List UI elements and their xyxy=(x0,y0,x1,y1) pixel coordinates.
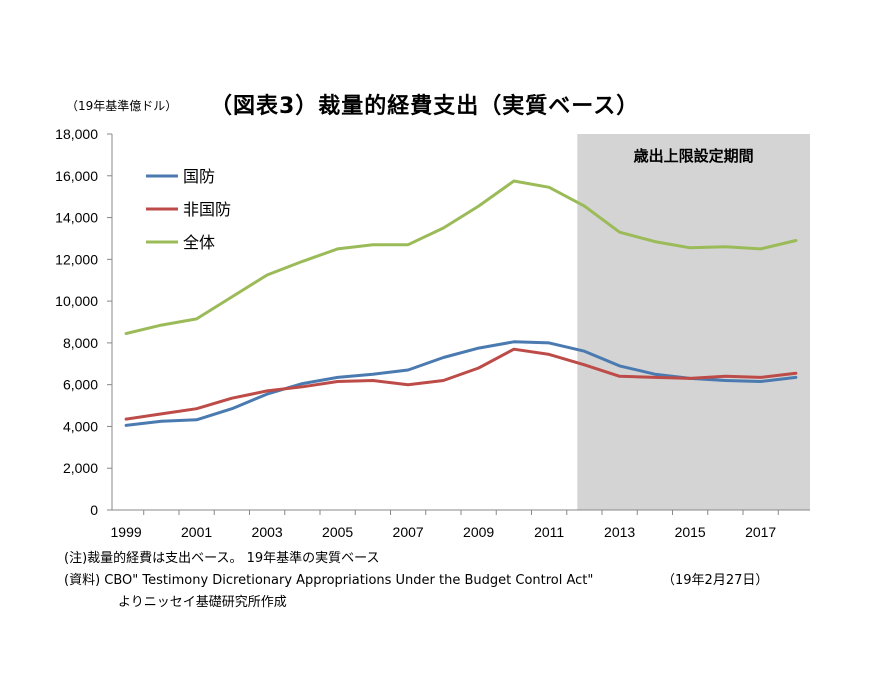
y-tick-label: 12,000 xyxy=(55,251,98,267)
chart-title: （図表3）裁量的経費支出（実質ベース） xyxy=(210,94,640,119)
x-tick-label: 2003 xyxy=(252,524,283,540)
x-tick-label: 2007 xyxy=(393,524,424,540)
source-text: (資料) CBO" Testimony Dicretionary Appropr… xyxy=(64,573,594,588)
shaded-region-label: 歳出上限設定期間 xyxy=(634,147,754,165)
source-line: (資料) CBO" Testimony Dicretionary Appropr… xyxy=(64,570,768,592)
y-tick-label: 4,000 xyxy=(63,418,98,434)
x-tick-label: 2011 xyxy=(534,524,564,540)
y-tick-label: 10,000 xyxy=(55,293,98,309)
legend-label: 国防 xyxy=(183,167,215,186)
y-tick-label: 2,000 xyxy=(63,460,98,476)
y-tick-label: 0 xyxy=(90,502,98,518)
source-continuation: よりニッセイ基礎研究所作成 xyxy=(118,595,287,610)
y-tick-label: 14,000 xyxy=(55,210,98,226)
x-tick-label: 1999 xyxy=(111,524,142,540)
date-text: （19年2月27日） xyxy=(662,573,769,588)
notes: (注)裁量的経費は支出ベース。 19年基準の実質ベース (資料) CBO" Te… xyxy=(64,548,768,614)
x-tick-label: 2001 xyxy=(181,524,212,540)
legend-label: 全体 xyxy=(183,233,215,252)
unit-label: （19年基準億ドル） xyxy=(66,99,178,113)
series-line-全体 xyxy=(124,179,798,335)
y-tick-label: 8,000 xyxy=(63,335,98,351)
y-tick-label: 18,000 xyxy=(55,126,98,142)
x-tick-label: 2009 xyxy=(463,524,494,540)
y-tick-label: 6,000 xyxy=(63,377,98,393)
x-tick-label: 2005 xyxy=(322,524,353,540)
note-line: (注)裁量的経費は支出ベース。 19年基準の実質ベース xyxy=(64,551,380,566)
x-tick-label: 2017 xyxy=(745,524,776,540)
x-tick-label: 2015 xyxy=(675,524,706,540)
shaded-region xyxy=(577,134,810,510)
legend-label: 非国防 xyxy=(183,200,231,219)
series-line-非国防 xyxy=(124,347,798,421)
y-tick-label: 16,000 xyxy=(55,168,98,184)
x-tick-label: 2013 xyxy=(604,524,635,540)
